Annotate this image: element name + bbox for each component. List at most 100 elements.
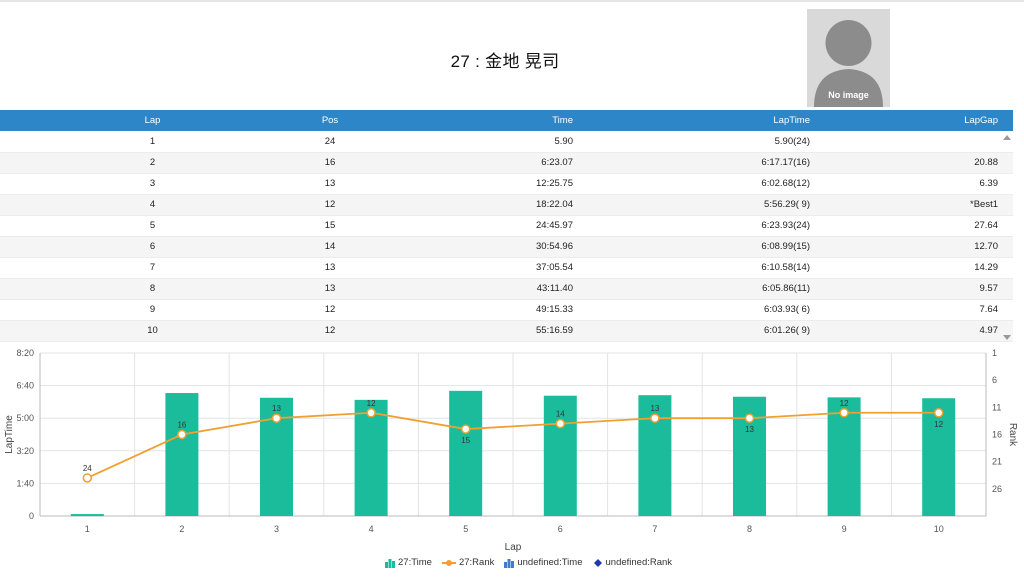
y2-tick-label: 21: [992, 457, 1002, 467]
x-tick-label: 6: [558, 524, 563, 534]
scroll-down-arrow-icon[interactable]: [1003, 335, 1011, 340]
bar-laptime: [70, 514, 104, 517]
cell-lap: 2: [149, 157, 156, 168]
bar-laptime: [449, 390, 483, 516]
column-header-lapgap[interactable]: LapGap: [964, 115, 998, 126]
page-title: 27 : 金地 晃司: [450, 52, 560, 71]
x-tick-label: 9: [842, 524, 847, 534]
cell-laptime: 6:08.99(15): [761, 241, 810, 252]
cell-time: 49:15.33: [536, 304, 573, 315]
table-row[interactable]: 8 13 43:11.40 6:05.86(11) 9.57: [0, 278, 1013, 299]
rank-point: [555, 418, 566, 429]
table-row[interactable]: 6 14 30:54.96 6:08.99(15) 12.70: [0, 236, 1013, 257]
cell-lapgap: 20.88: [974, 157, 998, 168]
rank-data-label: 12: [840, 399, 849, 408]
cell-lap: 1: [149, 135, 156, 147]
x-axis-title: Lap: [505, 542, 522, 553]
cell-lapgap: 12.70: [974, 241, 998, 252]
table-row[interactable]: 1 24 5.90 5.90(24): [0, 131, 1013, 152]
rank-point: [82, 473, 93, 483]
diamond-legend-icon: [593, 558, 602, 567]
cell-laptime: 6:01.26( 9): [764, 325, 810, 336]
y-tick-label: 5:00: [16, 413, 34, 423]
cell-lap: 5: [149, 220, 156, 231]
table-row[interactable]: 3 13 12:25.75 6:02.68(12) 6.39: [0, 173, 1013, 194]
y-tick-label: 6:40: [16, 381, 34, 391]
bar-laptime: [354, 399, 388, 516]
cell-pos: 12: [324, 325, 336, 336]
cell-lap: 3: [149, 178, 156, 189]
cell-lap: 9: [149, 304, 156, 315]
cell-time: 6:23.07: [541, 157, 573, 168]
legend-item-27-time[interactable]: 27:Time: [385, 557, 432, 568]
bar-legend-icon: [385, 558, 395, 568]
line-legend-icon: [441, 559, 456, 566]
rank-data-label: 12: [934, 420, 943, 429]
table-scrollbar[interactable]: [1001, 131, 1014, 342]
bar-laptime: [165, 393, 199, 516]
cell-pos: 15: [324, 220, 336, 231]
cell-time: 55:16.59: [536, 325, 573, 336]
y2-axis-title: Rank: [1007, 423, 1018, 447]
bar-laptime: [638, 395, 672, 516]
rank-data-label: 14: [556, 410, 565, 419]
rank-data-label: 13: [650, 404, 659, 413]
rank-point: [744, 413, 755, 423]
rank-line: [86, 411, 939, 479]
x-tick-label: 7: [652, 524, 657, 534]
cell-lapgap: *Best1: [970, 199, 998, 210]
column-header-lap[interactable]: Lap: [144, 115, 161, 126]
y2-tick-label: 6: [992, 375, 997, 385]
rank-point: [366, 408, 376, 418]
x-tick-label: 4: [369, 524, 374, 534]
y-tick-label: 3:20: [16, 446, 34, 456]
column-header-time[interactable]: Time: [552, 115, 573, 126]
legend-item-27-rank[interactable]: 27:Rank: [441, 557, 495, 568]
cell-laptime: 6:23.93(24): [761, 220, 810, 231]
y2-tick-label: 16: [992, 430, 1002, 440]
table-row[interactable]: 5 15 24:45.97 6:23.93(24) 27.64: [0, 215, 1013, 236]
cell-lapgap: 14.29: [974, 262, 998, 273]
table-row[interactable]: 7 13 37:05.54 6:10.58(14) 14.29: [0, 257, 1013, 278]
y2-tick-label: 11: [992, 402, 1001, 412]
x-tick-label: 10: [934, 524, 944, 534]
cell-laptime: 6:03.93( 6): [764, 304, 810, 315]
y-tick-label: 8:20: [16, 348, 34, 358]
y-tick-label: 0: [29, 511, 34, 521]
cell-pos: 12: [324, 199, 336, 210]
legend-item-undefined-time[interactable]: undefined:Time: [504, 557, 583, 568]
cell-pos: 12: [324, 304, 336, 315]
rank-data-label: 16: [177, 421, 186, 430]
x-tick-label: 5: [463, 524, 468, 534]
cell-pos: 14: [324, 241, 336, 252]
table-row[interactable]: 2 16 6:23.07 6:17.17(16) 20.88: [0, 152, 1013, 173]
cell-laptime: 6:02.68(12): [761, 178, 810, 189]
cell-lap: 4: [149, 199, 156, 210]
y-tick-label: 1:40: [16, 478, 34, 488]
cell-laptime: 5.90(24): [774, 135, 810, 147]
cell-time: 24:45.97: [536, 220, 573, 231]
cell-time: 30:54.96: [536, 241, 573, 252]
chart-legend: 27:Time 27:Rank undefined:Time undefined…: [385, 557, 672, 568]
cell-pos: 13: [324, 262, 336, 273]
table-row[interactable]: 4 12 18:22.04 5:56.29( 9) *Best1: [0, 194, 1013, 215]
driver-photo-placeholder: No image: [807, 9, 890, 107]
rank-point: [933, 408, 944, 418]
column-header-laptime[interactable]: LapTime: [773, 115, 810, 126]
cell-lapgap: 4.97: [979, 325, 999, 336]
cell-lapgap: 7.64: [979, 304, 999, 315]
column-header-pos[interactable]: Pos: [321, 115, 339, 126]
table-header-row: Lap Pos Time LapTime LapGap: [0, 110, 1013, 131]
cell-laptime: 6:10.58(14): [761, 262, 810, 273]
cell-pos: 24: [324, 135, 336, 147]
legend-item-undefined-rank[interactable]: undefined:Rank: [593, 557, 672, 568]
table-row[interactable]: 10 12 55:16.59 6:01.26( 9) 4.97: [0, 320, 1013, 341]
table-row[interactable]: 9 12 49:15.33 6:03.93( 6) 7.64: [0, 299, 1013, 320]
cell-time: 18:22.04: [536, 199, 573, 210]
legend-label: undefined:Time: [517, 557, 583, 568]
scroll-up-arrow-icon[interactable]: [1003, 135, 1011, 140]
legend-label: 27:Rank: [458, 557, 495, 568]
rank-data-label: 24: [83, 464, 92, 473]
rank-data-label: 13: [745, 425, 754, 434]
